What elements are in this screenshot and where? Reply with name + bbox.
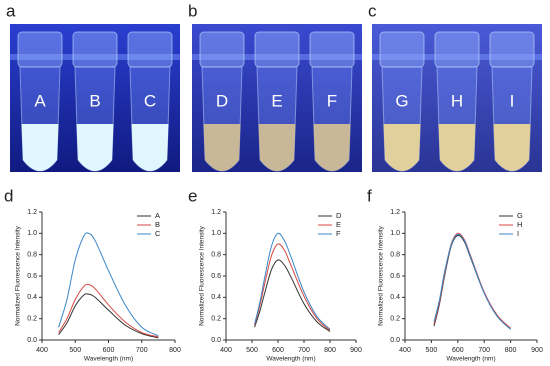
x-tick-label: 500 — [426, 347, 438, 354]
legend-label: H — [517, 220, 522, 229]
y-tick-label: 0.4 — [390, 294, 400, 301]
panel-label: b — [188, 1, 197, 20]
legend-label: B — [155, 220, 160, 229]
y-tick-label: 0.0 — [27, 337, 37, 344]
legend-label: D — [336, 211, 342, 220]
y-tick-label: 0.2 — [390, 316, 400, 323]
tube-liquid — [258, 124, 296, 171]
x-axis-label: Wavelength (nm) — [266, 356, 315, 363]
series-line — [254, 243, 331, 331]
series-line — [433, 232, 511, 329]
tube-label: B — [89, 91, 100, 110]
series-line — [254, 232, 331, 330]
tube-label: A — [34, 91, 46, 110]
y-tick-label: 1.2 — [390, 209, 400, 216]
tube-cap — [127, 31, 173, 68]
panel-label: f — [367, 186, 372, 205]
y-axis-label: Normalized Fluorescence Intensity — [378, 225, 385, 325]
tube-rack — [10, 54, 180, 60]
tube-cap — [254, 31, 300, 68]
tube-label: E — [271, 91, 282, 110]
x-tick-label: 400 — [36, 347, 48, 354]
y-tick-label: 0.2 — [27, 316, 37, 323]
x-axis-label: Wavelength (nm) — [84, 356, 133, 363]
x-axis-label: Wavelength (nm) — [446, 356, 495, 363]
y-tick-label: 0.8 — [27, 252, 37, 259]
y-axis-label: Normalized Fluorescence Intensity — [15, 225, 22, 325]
tube-label: C — [144, 91, 156, 110]
series-line — [58, 293, 159, 339]
y-tick-label: 0.8 — [211, 252, 221, 259]
tube-label: H — [451, 91, 463, 110]
y-axis-label: Normalized Fluorescence Intensity — [199, 225, 206, 325]
tube-liquid — [438, 124, 476, 171]
y-tick-label: 0.2 — [211, 316, 221, 323]
series-line — [58, 283, 159, 338]
series-line — [58, 232, 159, 337]
tube-liquid — [203, 124, 241, 171]
y-tick-label: 0.4 — [27, 294, 37, 301]
y-tick-label: 1.2 — [211, 209, 221, 216]
tube-liquid — [131, 124, 169, 171]
x-tick-label: 600 — [272, 347, 284, 354]
y-tick-label: 1.0 — [27, 230, 37, 237]
legend-label: G — [517, 211, 523, 220]
x-tick-label: 800 — [505, 347, 517, 354]
y-tick-label: 1.2 — [27, 209, 37, 216]
panel-label: d — [4, 186, 13, 205]
tube-cap — [489, 31, 535, 68]
tube-cap — [379, 31, 425, 68]
x-tick-label: 500 — [69, 347, 81, 354]
panel-label: e — [188, 186, 197, 205]
x-tick-label: 700 — [136, 347, 148, 354]
series-line — [433, 233, 511, 330]
tube-label: D — [216, 91, 228, 110]
tube-label: I — [510, 91, 515, 110]
x-tick-label: 900 — [531, 347, 543, 354]
tube-cap — [434, 31, 480, 68]
panel-label: a — [6, 1, 16, 20]
y-tick-label: 0.0 — [390, 337, 400, 344]
y-tick-label: 0.0 — [211, 337, 221, 344]
series-line — [254, 259, 331, 332]
y-tick-label: 0.6 — [211, 273, 221, 280]
x-tick-label: 900 — [350, 347, 362, 354]
x-tick-label: 500 — [246, 347, 258, 354]
tube-liquid — [493, 124, 531, 171]
tube-liquid — [383, 124, 421, 171]
tube-rack — [192, 54, 362, 60]
y-tick-label: 0.6 — [27, 273, 37, 280]
x-tick-label: 600 — [103, 347, 115, 354]
y-tick-label: 1.0 — [211, 230, 221, 237]
x-tick-label: 700 — [478, 347, 490, 354]
x-tick-label: 800 — [169, 347, 181, 354]
y-tick-label: 0.8 — [390, 252, 400, 259]
tube-liquid — [76, 124, 114, 171]
tube-cap — [309, 31, 355, 68]
legend-label: E — [336, 220, 341, 229]
x-tick-label: 800 — [324, 347, 336, 354]
x-tick-label: 700 — [298, 347, 310, 354]
legend-label: C — [155, 229, 161, 238]
x-tick-label: 400 — [220, 347, 232, 354]
tube-rack — [372, 54, 542, 60]
tube-cap — [72, 31, 118, 68]
tube-liquid — [21, 124, 59, 171]
y-tick-label: 0.4 — [211, 294, 221, 301]
legend-label: A — [155, 211, 160, 220]
y-tick-label: 1.0 — [390, 230, 400, 237]
tube-cap — [17, 31, 63, 68]
panel-label: c — [368, 1, 377, 20]
x-tick-label: 400 — [399, 347, 411, 354]
tube-liquid — [313, 124, 351, 171]
series-line — [433, 234, 511, 329]
tube-label: F — [327, 91, 337, 110]
x-tick-label: 600 — [452, 347, 464, 354]
y-tick-label: 0.6 — [390, 273, 400, 280]
tube-cap — [199, 31, 245, 68]
tube-label: G — [395, 91, 408, 110]
legend-label: I — [517, 229, 519, 238]
legend-label: F — [336, 229, 341, 238]
